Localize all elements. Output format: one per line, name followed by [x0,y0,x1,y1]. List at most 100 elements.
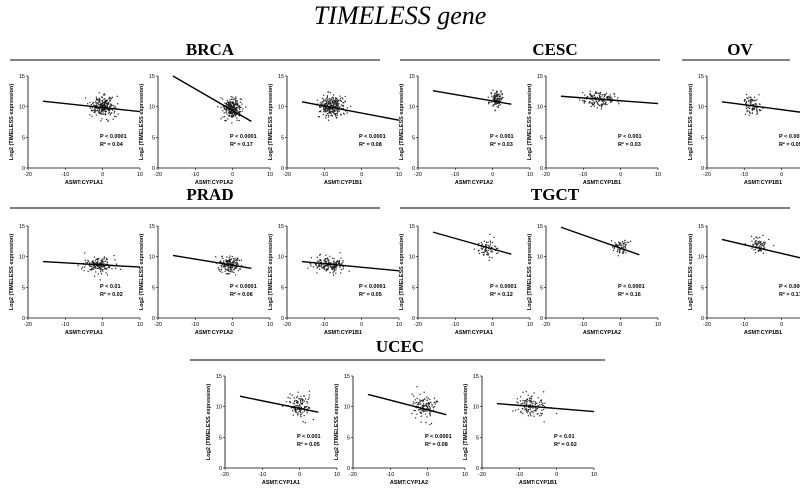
data-point [758,109,761,111]
group-title-cesc: CESC [532,40,577,59]
data-point [98,100,100,102]
data-point [96,267,98,270]
p-value-label: P < 0.0001 [618,284,645,290]
data-point [329,262,331,264]
data-point [331,265,333,268]
data-point [520,411,522,414]
data-point [752,108,754,110]
data-point [342,105,344,107]
data-point [753,238,755,240]
data-point [105,260,107,263]
data-point [748,105,750,107]
data-point [525,402,527,404]
data-point [95,96,97,98]
data-point [755,236,757,238]
data-point [436,400,438,402]
data-point [231,108,234,110]
data-point [107,109,109,111]
data-point [333,270,335,272]
data-point [328,264,330,266]
data-point [239,268,242,270]
data-point [91,107,93,109]
data-point [750,101,752,103]
data-point [235,109,237,111]
data-point [762,242,765,244]
data-point [323,260,325,262]
data-point [327,116,330,118]
y-axis-label: Log2 (TIMELESS expression) [9,234,15,311]
data-point [91,261,94,263]
data-point [220,106,222,108]
data-point [516,401,518,403]
data-point [346,112,348,114]
data-point [433,401,435,404]
y-tick-label: 5 [152,135,155,141]
data-point [302,399,304,401]
p-value-label: P < 0.01 [100,284,121,290]
data-point [434,406,436,408]
data-point [422,404,424,407]
data-point [333,106,335,108]
data-point [601,94,603,96]
data-point [221,262,223,264]
x-tick-label: 10 [396,172,402,178]
data-point [324,102,326,105]
data-point [297,402,299,405]
data-point [342,98,344,100]
data-point [296,401,298,403]
data-point [498,99,500,102]
data-point [536,402,538,404]
data-point [526,409,528,411]
data-point [414,417,417,419]
data-point [498,100,500,102]
data-point [333,265,335,267]
data-point [308,397,310,399]
data-point [232,115,234,118]
data-point [495,103,497,105]
regression-line [432,90,512,105]
data-point [753,108,755,110]
data-point [239,106,241,108]
data-point [89,262,91,264]
data-point [320,105,322,108]
data-point [232,260,234,263]
data-points [411,386,439,426]
r-squared-label: R² = 0.12 [490,291,513,298]
data-point [302,401,304,403]
data-point [332,109,334,111]
data-point [524,400,526,402]
data-point [310,265,312,267]
data-point [335,105,337,108]
y-tick-label: 5 [22,135,25,141]
data-point [424,404,427,407]
data-point [497,252,499,254]
data-point [488,245,490,248]
data-point [228,258,231,261]
y-axis-label: Log2 (TIMELESS expression) [268,234,274,311]
data-point [308,394,310,396]
data-point [416,386,418,388]
y-tick-label: 0 [219,466,222,472]
data-point [327,114,330,116]
data-point [87,259,89,262]
p-value-label: P < 0.001 [779,134,800,140]
data-point [611,246,614,248]
data-point [228,103,230,106]
data-point [300,400,302,402]
data-point [608,95,610,97]
data-point [628,241,630,243]
y-tick-label: 5 [412,285,415,291]
data-point [420,415,422,417]
data-point [98,258,100,260]
data-point [99,112,101,114]
data-point [234,97,236,100]
data-point [484,250,486,252]
data-point [100,110,102,112]
data-point [428,404,430,406]
data-point [226,103,228,106]
data-point [228,102,230,104]
data-point [744,243,746,245]
data-point [591,96,593,98]
data-point [88,260,90,263]
